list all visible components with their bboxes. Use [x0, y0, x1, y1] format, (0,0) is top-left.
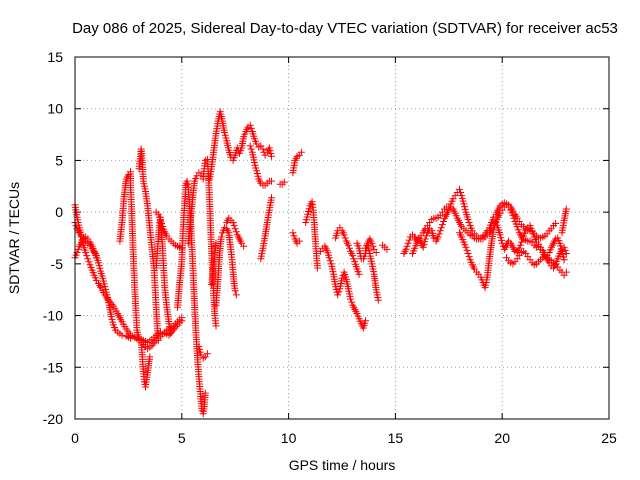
- series-trace-13: [208, 239, 220, 288]
- series-trace-30: [503, 243, 570, 272]
- y-tick-label: -10: [43, 308, 63, 324]
- data-point-markers: [379, 241, 391, 253]
- series-trace-5: [135, 145, 162, 344]
- data-point-markers: [289, 229, 303, 247]
- data-point-markers: [332, 224, 363, 278]
- data-point-markers: [456, 219, 570, 292]
- x-tick-labels: 0 5 10 15 20 25: [71, 430, 617, 446]
- data-point-markers: [362, 235, 380, 256]
- series-trace-19: [289, 148, 305, 177]
- series-trace-29: [456, 219, 570, 292]
- data-points: [71, 108, 570, 418]
- y-tick-label: 15: [47, 49, 63, 65]
- data-point-markers: [195, 343, 211, 362]
- plot-frame: [74, 56, 610, 420]
- series-trace-15: [223, 214, 248, 250]
- series-trace-4: [116, 168, 143, 343]
- data-point-markers: [409, 200, 560, 257]
- data-point-markers: [208, 239, 220, 288]
- y-tick-label: 0: [55, 204, 63, 220]
- data-point-markers: [137, 336, 154, 391]
- series-trace-22: [317, 242, 369, 332]
- data-point-markers: [223, 214, 248, 250]
- y-tick-label: -5: [51, 256, 64, 272]
- y-axis-label: SDTVAR / TECUs: [6, 182, 22, 294]
- data-point-markers: [116, 168, 143, 343]
- data-point-markers: [257, 194, 275, 263]
- data-point-markers: [289, 148, 305, 177]
- data-point-markers: [558, 205, 570, 237]
- chart-title: Day 086 of 2025, Sidereal Day-to-day VTE…: [72, 20, 618, 37]
- series-trace-23: [332, 224, 363, 278]
- series-trace-6: [137, 336, 154, 391]
- y-tick-label: 5: [55, 152, 63, 168]
- series-trace-16: [246, 142, 275, 189]
- y-tick-label: -15: [43, 359, 63, 375]
- series-trace-20: [289, 229, 303, 247]
- series-trace-12: [212, 224, 240, 309]
- data-point-markers: [246, 142, 275, 189]
- data-point-markers: [503, 243, 570, 272]
- series-trace-14: [206, 108, 275, 183]
- data-point-markers: [317, 242, 369, 332]
- series-trace-31: [558, 205, 570, 237]
- x-tick-label: 25: [601, 430, 617, 446]
- series-trace-18: [276, 178, 288, 188]
- x-tick-label: 5: [178, 430, 186, 446]
- data-point-markers: [135, 145, 162, 344]
- y-tick-label: 10: [47, 101, 63, 117]
- series-trace-11: [195, 343, 211, 362]
- series-trace-26: [379, 241, 391, 253]
- data-point-markers: [302, 198, 321, 272]
- x-tick-label: 15: [388, 430, 404, 446]
- x-axis-label: GPS time / hours: [289, 457, 396, 473]
- data-point-markers: [276, 178, 288, 188]
- x-tick-label: 0: [71, 430, 79, 446]
- series-trace-17: [257, 194, 275, 263]
- y-tick-label: -20: [43, 411, 63, 427]
- data-point-markers: [206, 108, 275, 183]
- data-point-markers: [212, 224, 240, 309]
- y-tick-labels: -20 -15 -10 -5 0 5 10 15: [43, 49, 63, 427]
- x-tick-label: 10: [281, 430, 297, 446]
- x-tick-label: 20: [494, 430, 510, 446]
- series-trace-25: [362, 235, 380, 256]
- series-trace-21: [302, 198, 321, 272]
- series-trace-8: [152, 213, 175, 336]
- data-point-markers: [152, 213, 175, 336]
- series-trace-28: [409, 200, 560, 257]
